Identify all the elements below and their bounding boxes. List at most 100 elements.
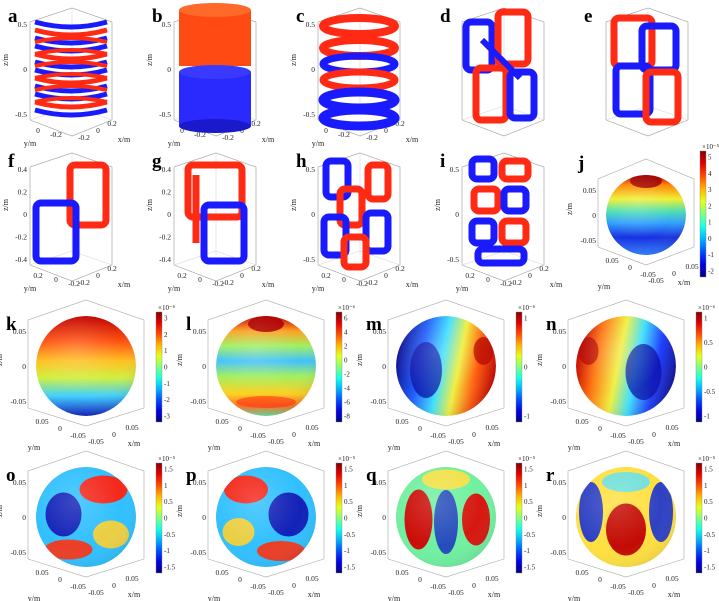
y-tick-label: -0.05 — [610, 431, 626, 440]
sphere-shading — [576, 316, 676, 416]
panel-q: 0.05 0 -0.05 z/m 0.05 0 -0.05 y/m -0.05 0 0.05 x/m ×… — [355, 450, 540, 601]
y-axis-label: y/m — [28, 443, 41, 452]
x-tick-label: 0.2 — [395, 264, 405, 273]
x-axis-label: x/m — [118, 135, 131, 144]
x-tick-label: 0 — [112, 430, 116, 439]
x-tick-label: 0 — [472, 430, 476, 439]
box-edge — [207, 299, 325, 408]
colorbar-tick-label: 0.5 — [704, 339, 713, 347]
colorbar-tick-label: 0 — [704, 364, 708, 372]
panel-l: 0.05 0 -0.05 z/m 0.05 0 -0.05 y/m -0.05 0 0.05 x/m ×… — [175, 299, 360, 452]
x-tick-label: -0.05 — [88, 437, 104, 446]
x-tick-label: -0.05 — [448, 588, 464, 597]
colorbar-exponent: ×10⁻⁵ — [698, 455, 716, 463]
z-tick-label: -0.4 — [159, 255, 171, 264]
colorbar-exponent: ×10⁻⁶ — [338, 304, 356, 312]
axes-frame: 0.40.20-0.2-0.4z/m0.2 0 -0.2y/m-0.200.2x/m — [1, 152, 131, 293]
coil-ring — [319, 68, 399, 92]
z-tick-label: -0.5 — [159, 110, 171, 119]
x-tick-label: -0.2 — [366, 278, 378, 287]
y-tick-label: 0 — [628, 263, 632, 272]
colorbar-tick-label: 3 — [164, 315, 168, 323]
y-axis-label: y/m — [312, 284, 325, 293]
panel-c: 0.5 0 -0.5 z/m 0 -0.2 y/m -0.2 0 0.2 x/m c — [288, 0, 432, 150]
sphere-shading — [216, 467, 316, 567]
coil-turn — [34, 48, 108, 56]
panel-k: 0.05 0 -0.05 z/m 0.05 0 -0.05 y/m -0.05 0 0.05 x/m ×… — [0, 299, 180, 452]
y-tick-label: 0.05 — [575, 568, 588, 577]
colorbar-tick-label: 1.5 — [344, 466, 353, 474]
z-tick-label: 0.05 — [373, 478, 386, 487]
y-tick-label: 0 — [238, 424, 242, 433]
sphere-shading — [36, 467, 136, 567]
colorbar-tick-label: -1.5 — [704, 564, 716, 572]
panel-d: d — [432, 0, 576, 150]
x-axis-label: x/m — [262, 135, 275, 144]
box-edge — [173, 264, 257, 282]
box-edge — [27, 558, 145, 578]
colorbar-tick-label: 0 — [164, 515, 168, 523]
coil-turn — [34, 96, 108, 104]
colorbar-tick-label: 1 — [524, 482, 528, 490]
colorbar-tick-label: 0 — [344, 515, 348, 523]
coil-geometry — [34, 19, 108, 118]
x-tick-label: 0.2 — [539, 264, 549, 273]
z-tick-label: -0.05 — [190, 397, 206, 406]
colorbar-tick-label: 0 — [524, 515, 528, 523]
z-axis-label: z/m — [565, 202, 574, 215]
z-tick-label: -0.05 — [10, 548, 26, 557]
z-tick-label: 0.05 — [193, 478, 206, 487]
z-axis-label: z/m — [0, 353, 4, 366]
colorbar-tick-label: 1 — [708, 219, 712, 227]
z-tick-label: 0 — [382, 513, 386, 522]
colorbar-tick-label: 3 — [708, 186, 712, 194]
z-axis-label: z/m — [175, 504, 184, 517]
z-tick-label: 0.4 — [162, 165, 172, 174]
panel-label: b — [152, 6, 163, 27]
colorbar-tick-label: 1 — [344, 482, 348, 490]
x-tick-label: 0.2 — [107, 264, 117, 273]
x-axis-label: x/m — [262, 280, 275, 289]
sphere-surface — [36, 467, 136, 567]
z-tick-label: 0.05 — [553, 327, 566, 336]
z-axis-label: z/m — [145, 53, 154, 66]
y-axis-label: y/m — [568, 594, 581, 601]
x-tick-label: -0.2 — [510, 278, 522, 287]
z-axis-label: z/m — [535, 504, 544, 517]
coil-turn — [34, 36, 108, 44]
z-tick-label: 0.05 — [13, 327, 26, 336]
colorbar-tick-label: 2 — [708, 202, 712, 210]
colorbar-tick-label: 5 — [708, 154, 712, 162]
panel-label: r — [546, 465, 555, 486]
colorbar-exponent: ×10⁻⁶ — [158, 304, 176, 312]
z-tick-label: -0.2 — [159, 233, 171, 242]
x-tick-label: -0.05 — [268, 588, 284, 597]
colorbar-tick-label: 1.5 — [524, 466, 533, 474]
sphere-body — [396, 316, 496, 416]
panel-label: m — [366, 314, 382, 335]
coil-turn — [34, 19, 108, 30]
sphere-surface — [396, 316, 496, 416]
z-tick-label: 0.2 — [162, 188, 172, 197]
coil-turn — [34, 27, 108, 38]
coil-loop — [340, 233, 370, 271]
y-tick-label: 0.05 — [215, 417, 228, 426]
coil-geometry — [179, 3, 251, 133]
y-tick-label: 0.2 — [465, 271, 475, 280]
panel-label: c — [296, 6, 304, 27]
axes-frame: 0.05 0 -0.05 z/m 0.05 0 -0.05 y/m -0.05 0 0.05 x/m — [355, 299, 505, 452]
axes-frame: 0.05 0 -0.05 z/m 0.05 0 -0.05 y/m -0.05 0 0.05 x/m — [535, 299, 685, 452]
z-tick-label: -0.05 — [370, 397, 386, 406]
z-tick-label: 0 — [202, 362, 206, 371]
box-edge — [567, 450, 685, 559]
box-edge — [387, 299, 505, 408]
box-edge — [387, 450, 505, 559]
x-tick-label: 0 — [292, 581, 296, 590]
colorbar-tick-label: -1.5 — [344, 564, 356, 572]
panel-label: q — [366, 465, 377, 486]
colorbar-tick-label: -1 — [164, 380, 170, 388]
x-axis-label: x/m — [488, 439, 501, 448]
y-tick-label: 0 — [342, 275, 346, 284]
y-tick-label: 0.05 — [605, 256, 618, 265]
panel-g: 0.4 0.2 0 -0.2 -0.4 z/m 0.2 0 -0.2 y/m -0.2 0 0.2 x/m… — [144, 145, 288, 295]
